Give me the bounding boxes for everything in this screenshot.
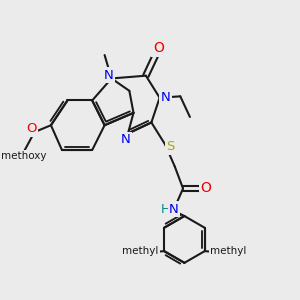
- Text: N: N: [161, 91, 171, 104]
- Text: N: N: [103, 69, 113, 82]
- Text: H: H: [161, 203, 170, 216]
- Text: N: N: [121, 133, 131, 146]
- Text: methyl: methyl: [210, 246, 247, 256]
- Text: methyl: methyl: [122, 246, 158, 256]
- Text: methoxy: methoxy: [1, 151, 47, 161]
- Text: O: O: [26, 122, 37, 135]
- Text: O: O: [153, 41, 164, 55]
- Text: S: S: [167, 140, 175, 153]
- Text: N: N: [169, 203, 179, 216]
- Text: O: O: [200, 181, 211, 195]
